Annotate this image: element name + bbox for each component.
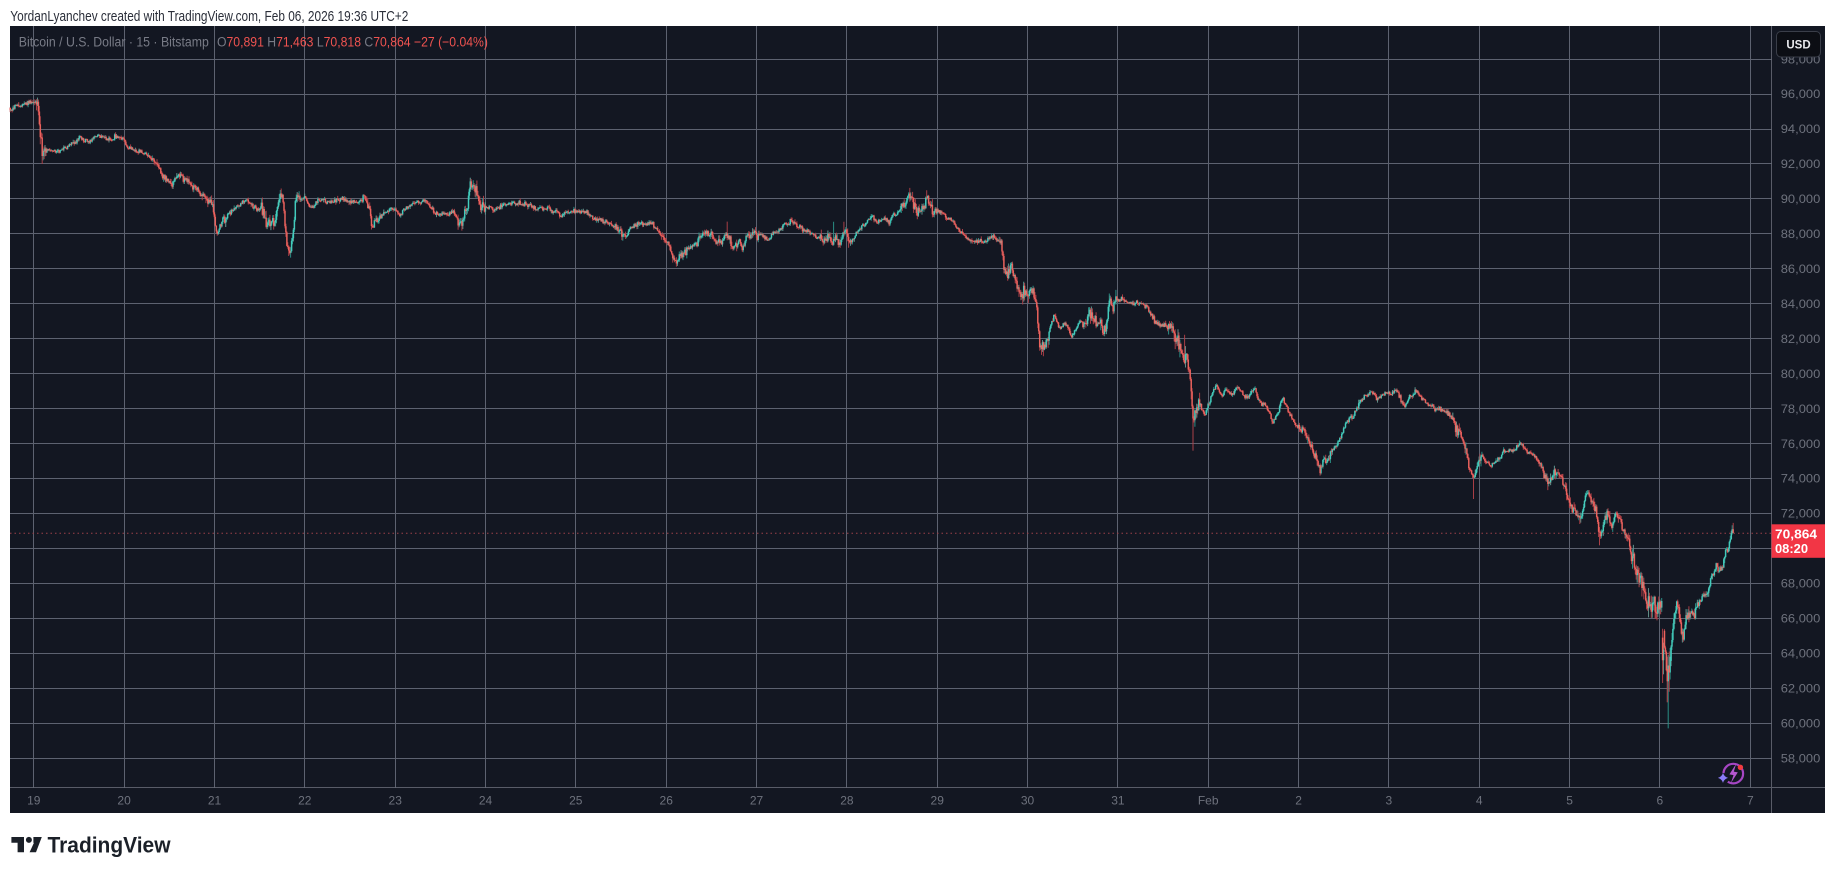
svg-text:86,000: 86,000 — [1781, 262, 1821, 276]
svg-text:28: 28 — [840, 794, 854, 808]
svg-text:62,000: 62,000 — [1781, 681, 1821, 695]
svg-text:USD: USD — [1786, 40, 1810, 52]
svg-text:3: 3 — [1386, 794, 1393, 808]
svg-text:Feb: Feb — [1198, 794, 1219, 808]
svg-text:68,000: 68,000 — [1781, 577, 1821, 591]
svg-text:4: 4 — [1476, 794, 1483, 808]
svg-text:88,000: 88,000 — [1781, 227, 1821, 241]
svg-text:58,000: 58,000 — [1781, 751, 1821, 765]
svg-text:96,000: 96,000 — [1781, 87, 1821, 101]
svg-text:2: 2 — [1295, 794, 1302, 808]
svg-text:72,000: 72,000 — [1781, 507, 1821, 521]
svg-text:26: 26 — [660, 794, 674, 808]
svg-text:O70,891 H71,463 L70,818 C70,86: O70,891 H71,463 L70,818 C70,864 −27 (−0.… — [217, 34, 488, 49]
svg-text:27: 27 — [750, 794, 764, 808]
svg-text:25: 25 — [569, 794, 583, 808]
svg-text:21: 21 — [208, 794, 222, 808]
svg-text:Bitcoin / U.S. Dollar · 15 · B: Bitcoin / U.S. Dollar · 15 · Bitstamp — [19, 34, 209, 49]
svg-text:84,000: 84,000 — [1781, 297, 1821, 311]
svg-text:22: 22 — [298, 794, 312, 808]
svg-text:TradingView: TradingView — [48, 833, 172, 858]
svg-text:20: 20 — [117, 794, 131, 808]
svg-text:29: 29 — [931, 794, 945, 808]
svg-text:6: 6 — [1657, 794, 1664, 808]
svg-text:64,000: 64,000 — [1781, 647, 1821, 661]
svg-text:31: 31 — [1111, 794, 1125, 808]
svg-text:92,000: 92,000 — [1781, 157, 1821, 171]
svg-text:60,000: 60,000 — [1781, 716, 1821, 730]
svg-text:78,000: 78,000 — [1781, 402, 1821, 416]
svg-text:19: 19 — [27, 794, 41, 808]
svg-text:74,000: 74,000 — [1781, 472, 1821, 486]
svg-text:30: 30 — [1021, 794, 1035, 808]
svg-text:80,000: 80,000 — [1781, 367, 1821, 381]
svg-text:7: 7 — [1747, 794, 1754, 808]
svg-text:76,000: 76,000 — [1781, 437, 1821, 451]
svg-text:YordanLyanchev created with Tr: YordanLyanchev created with TradingView.… — [10, 8, 408, 25]
svg-text:82,000: 82,000 — [1781, 332, 1821, 346]
svg-text:08:20: 08:20 — [1775, 541, 1808, 556]
svg-text:5: 5 — [1566, 794, 1573, 808]
svg-text:90,000: 90,000 — [1781, 192, 1821, 206]
svg-text:94,000: 94,000 — [1781, 122, 1821, 136]
svg-text:24: 24 — [479, 794, 493, 808]
svg-text:23: 23 — [389, 794, 403, 808]
svg-text:70,864: 70,864 — [1775, 526, 1818, 541]
svg-text:66,000: 66,000 — [1781, 612, 1821, 626]
